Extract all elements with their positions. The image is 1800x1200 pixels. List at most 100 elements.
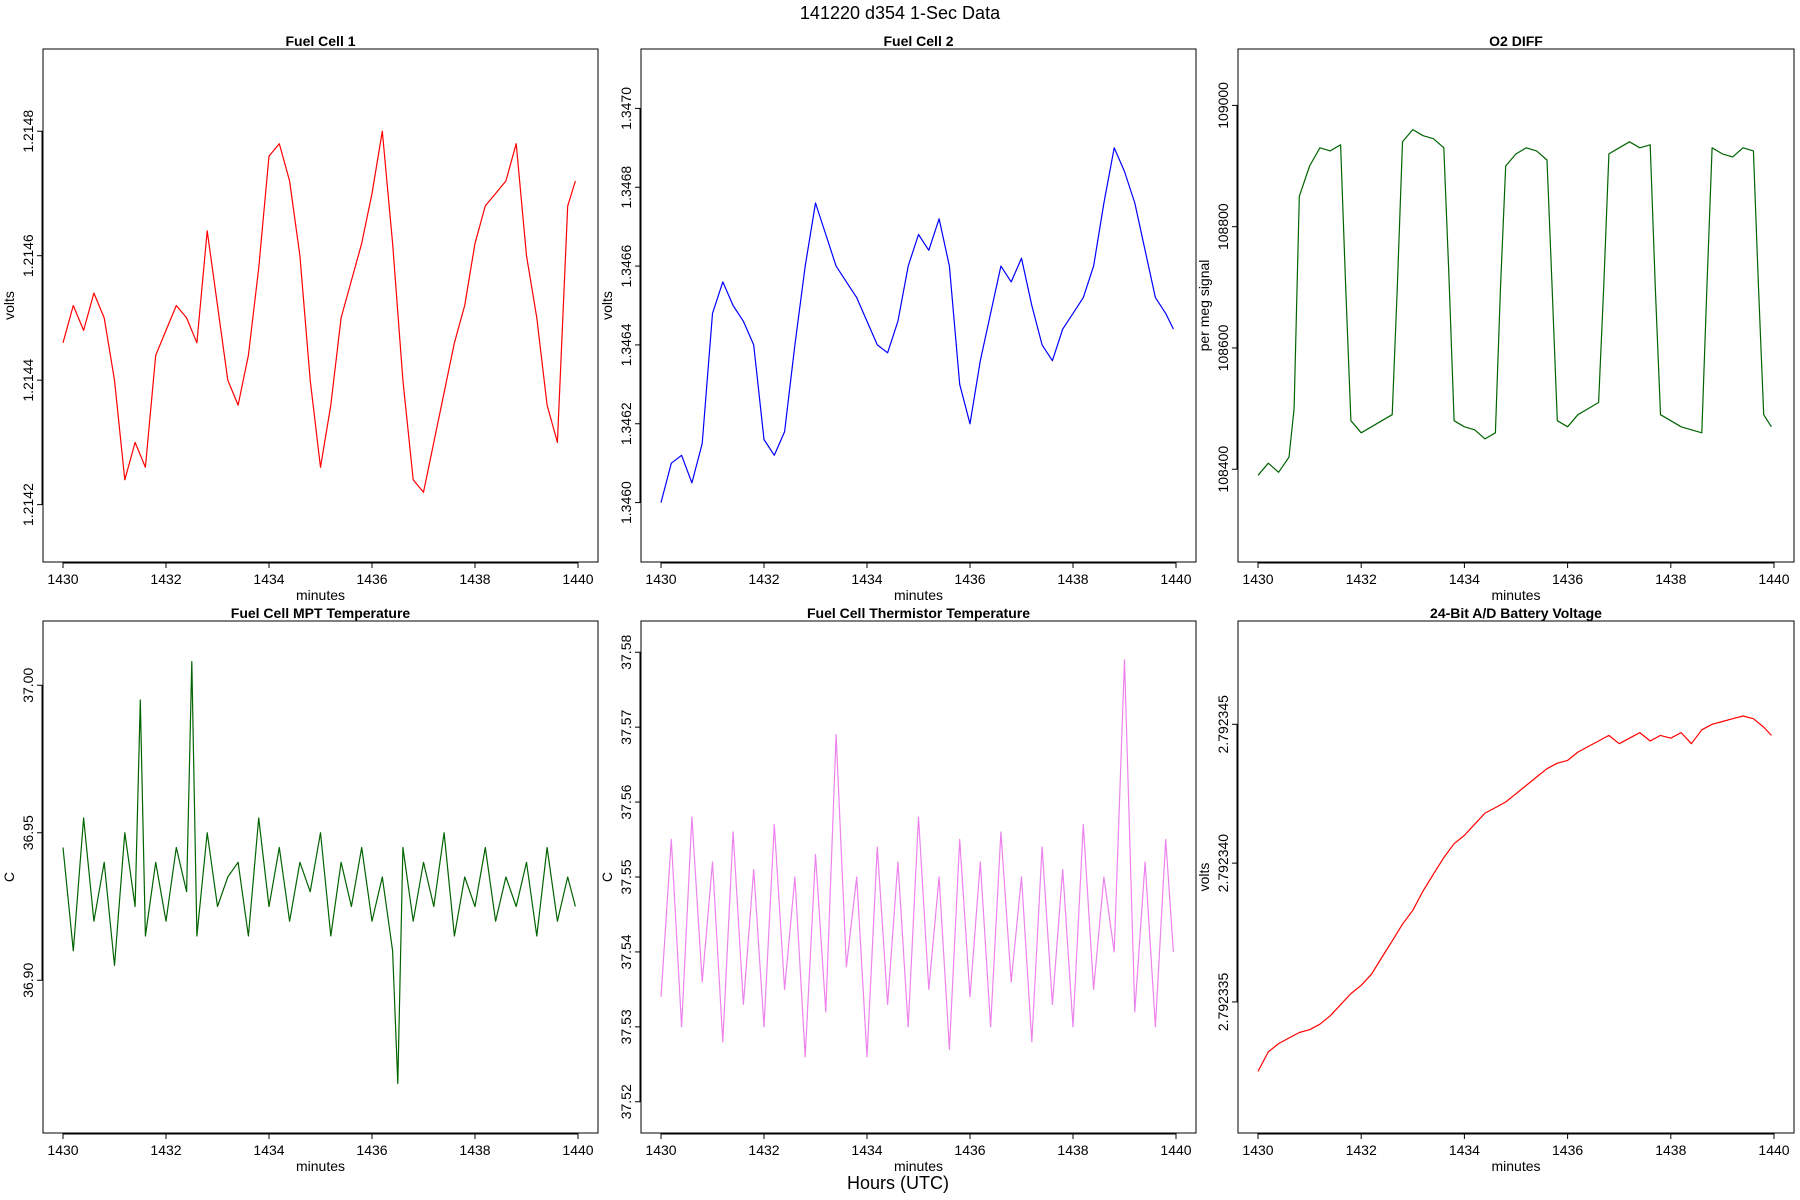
y-tick-label: 37.52 xyxy=(618,1084,634,1119)
x-tick-label: 1432 xyxy=(748,571,779,587)
x-tick-label: 1430 xyxy=(47,1142,78,1158)
x-tick-label: 1438 xyxy=(1655,571,1686,587)
x-axis-label: minutes xyxy=(1491,587,1540,603)
x-tick-label: 1430 xyxy=(47,571,78,587)
x-tick-label: 1434 xyxy=(851,571,882,587)
panel-2: Fuel Cell 2 1430 1432 1434 1436 1438 1440 1.346… xyxy=(599,33,1197,603)
x-tick-label: 1440 xyxy=(1758,571,1789,587)
series-line-1 xyxy=(1257,715,1772,1072)
x-tick-label: 1432 xyxy=(150,1142,181,1158)
panel-1: Fuel Cell 1 1430 1432 1434 1436 1438 1440 1.214… xyxy=(1,33,599,603)
y-tick-label: 1.2148 xyxy=(20,110,36,153)
panel-4: Fuel Cell MPT Temperature 1430 1432 1434 143… xyxy=(1,605,599,1174)
y-tick-label: 2.792340 xyxy=(1215,834,1231,893)
plot-frame xyxy=(1237,48,1795,563)
y-tick-label: 1.2142 xyxy=(20,483,36,526)
x-axis-label: minutes xyxy=(894,587,943,603)
y-axis-label: volts xyxy=(599,291,615,320)
y-tick-label: 1.3462 xyxy=(618,402,634,445)
x-tick-label: 1434 xyxy=(851,1142,882,1158)
x-tick-label: 1440 xyxy=(562,571,593,587)
x-tick-label: 1438 xyxy=(1057,571,1088,587)
plot-frame xyxy=(42,48,599,563)
x-tick-label: 1440 xyxy=(1758,1142,1789,1158)
series-line-1 xyxy=(62,130,576,493)
plot-frame xyxy=(1237,620,1795,1134)
x-tick-label: 1430 xyxy=(1242,1142,1273,1158)
x-tick-label: 1436 xyxy=(1552,1142,1583,1158)
y-tick-label: 37.54 xyxy=(618,934,634,969)
x-tick-label: 1438 xyxy=(1655,1142,1686,1158)
y-tick-label: 37.58 xyxy=(618,635,634,670)
x-tick-label: 1434 xyxy=(1449,1142,1480,1158)
x-tick-label: 1436 xyxy=(1552,571,1583,587)
y-tick-label: 1.2146 xyxy=(20,234,36,277)
panel-title: Fuel Cell MPT Temperature xyxy=(231,605,411,621)
x-tick-label: 1432 xyxy=(748,1142,779,1158)
y-axis-label: per meg signal xyxy=(1196,260,1212,352)
x-tick-label: 1432 xyxy=(150,571,181,587)
panel-title: Fuel Cell 2 xyxy=(883,33,953,49)
series-line-1 xyxy=(62,660,576,1085)
x-tick-label: 1438 xyxy=(1057,1142,1088,1158)
x-tick-label: 1440 xyxy=(1160,1142,1191,1158)
x-tick-label: 1430 xyxy=(645,1142,676,1158)
y-tick-label: 109000 xyxy=(1215,82,1231,129)
y-tick-label: 108800 xyxy=(1215,203,1231,250)
x-tick-label: 1432 xyxy=(1346,1142,1377,1158)
x-tick-label: 1430 xyxy=(645,571,676,587)
x-tick-label: 1440 xyxy=(1160,571,1191,587)
figure-xlabel: Hours (UTC) xyxy=(847,1173,949,1193)
x-tick-label: 1436 xyxy=(954,1142,985,1158)
panel-6: 24-Bit A/D Battery Voltage 1430 1432 1434 14… xyxy=(1196,605,1795,1174)
y-axis-label: C xyxy=(599,872,615,882)
y-tick-label: 1.2144 xyxy=(20,359,36,402)
y-tick-label: 37.00 xyxy=(20,668,36,703)
x-tick-label: 1438 xyxy=(459,1142,490,1158)
x-tick-label: 1438 xyxy=(459,571,490,587)
x-tick-label: 1432 xyxy=(1346,571,1377,587)
y-tick-label: 36.95 xyxy=(20,815,36,850)
y-tick-label: 37.53 xyxy=(618,1009,634,1044)
y-tick-label: 36.90 xyxy=(20,963,36,998)
figure-title: 141220 d354 1-Sec Data xyxy=(800,3,1001,23)
x-tick-label: 1434 xyxy=(1449,571,1480,587)
y-tick-label: 108600 xyxy=(1215,324,1231,371)
x-axis-label: minutes xyxy=(296,587,345,603)
panels-group: Fuel Cell 1 1430 1432 1434 1436 1438 1440 1.214… xyxy=(1,33,1795,1174)
plot-frame xyxy=(640,48,1197,563)
y-tick-label: 2.792335 xyxy=(1215,973,1231,1032)
y-axis-label: volts xyxy=(1,291,17,320)
y-axis-label: C xyxy=(1,872,17,882)
y-tick-label: 37.56 xyxy=(618,784,634,819)
y-tick-label: 1.3460 xyxy=(618,481,634,524)
panel-title: O2 DIFF xyxy=(1489,33,1543,49)
series-line-1 xyxy=(660,659,1174,1058)
series-line-1 xyxy=(1257,129,1772,476)
x-axis-label: minutes xyxy=(1491,1158,1540,1174)
panel-5: Fuel Cell Thermistor Temperature 1430 1432… xyxy=(599,605,1197,1174)
y-tick-label: 37.57 xyxy=(618,709,634,744)
panel-title: 24-Bit A/D Battery Voltage xyxy=(1430,605,1602,621)
x-tick-label: 1440 xyxy=(562,1142,593,1158)
y-tick-label: 1.3466 xyxy=(618,244,634,287)
x-tick-label: 1434 xyxy=(253,1142,284,1158)
y-tick-label: 2.792345 xyxy=(1215,695,1231,754)
y-tick-label: 1.3464 xyxy=(618,323,634,366)
panel-title: Fuel Cell 1 xyxy=(285,33,355,49)
panel-title: Fuel Cell Thermistor Temperature xyxy=(807,605,1030,621)
x-tick-label: 1430 xyxy=(1242,571,1273,587)
y-tick-label: 108400 xyxy=(1215,446,1231,493)
x-tick-label: 1436 xyxy=(356,1142,387,1158)
y-tick-label: 1.3468 xyxy=(618,166,634,209)
y-axis-label: volts xyxy=(1196,863,1212,892)
series-line-1 xyxy=(660,147,1174,503)
x-tick-label: 1434 xyxy=(253,571,284,587)
x-tick-label: 1436 xyxy=(356,571,387,587)
y-tick-label: 1.3470 xyxy=(618,87,634,130)
x-tick-label: 1436 xyxy=(954,571,985,587)
plot-frame xyxy=(42,620,599,1134)
panel-3: O2 DIFF 1430 1432 1434 1436 1438 1440 108400 108… xyxy=(1196,33,1795,603)
